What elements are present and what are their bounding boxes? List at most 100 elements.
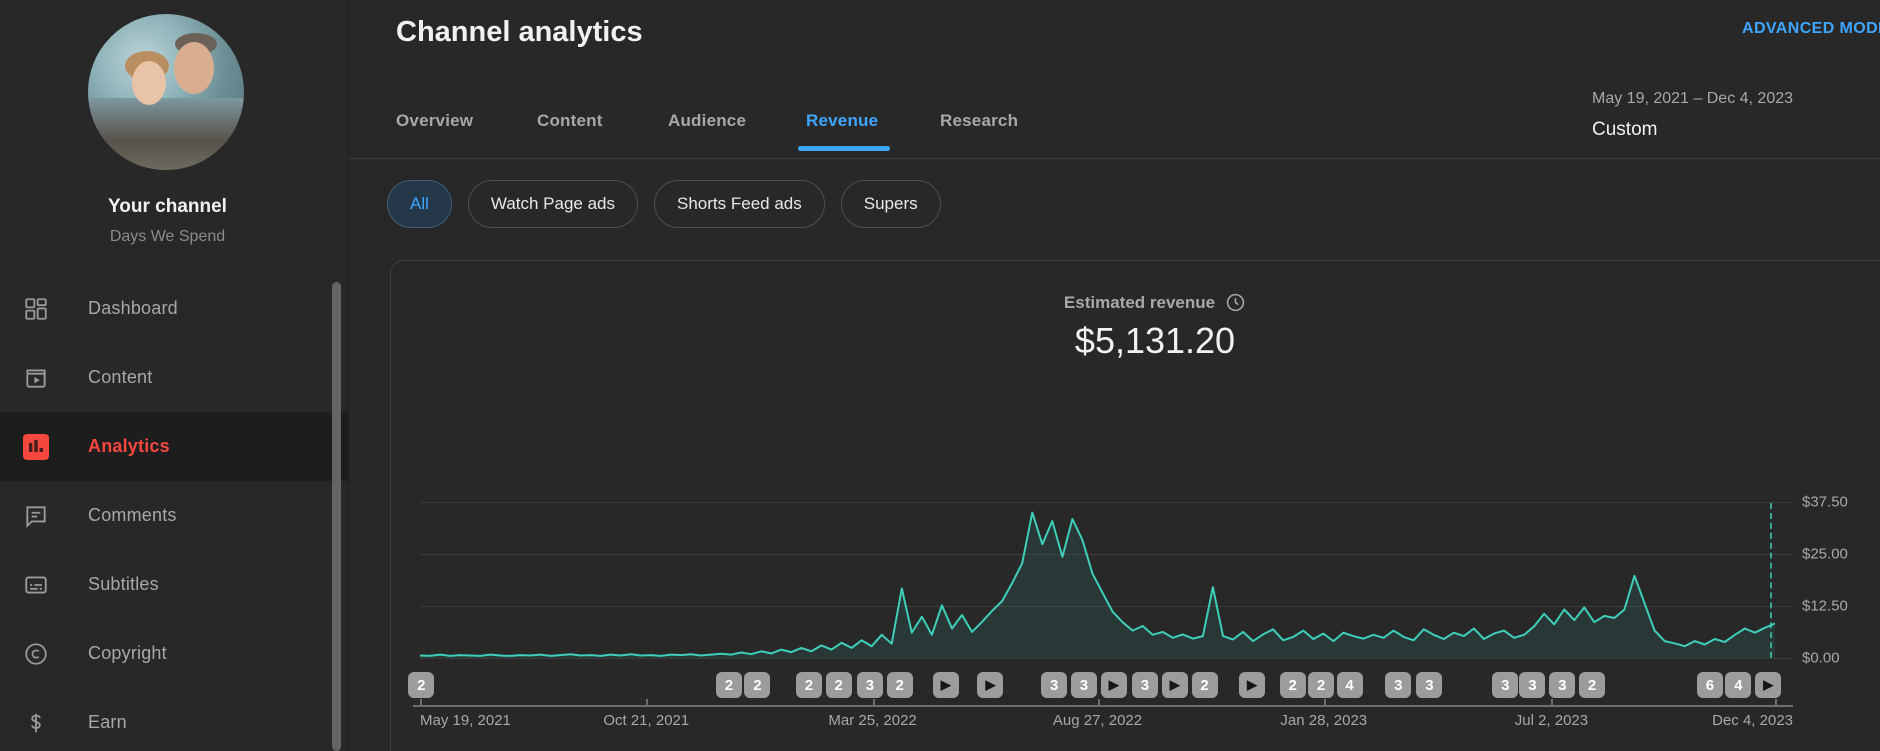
dashboard-icon bbox=[22, 295, 50, 323]
copyright-icon bbox=[22, 640, 50, 668]
video-marker-count-badge[interactable]: 4 bbox=[1336, 672, 1363, 698]
video-marker-count-badge[interactable]: 3 bbox=[1519, 672, 1546, 698]
y-axis-label: $0.00 bbox=[1802, 649, 1840, 667]
video-marker-count-badge[interactable]: 4 bbox=[1725, 672, 1752, 698]
video-marker-play-badge[interactable]: ▶ bbox=[1100, 672, 1127, 698]
video-marker-count-badge[interactable]: 2 bbox=[408, 672, 435, 698]
sidebar-item-copyright[interactable]: Copyright bbox=[0, 619, 348, 688]
sidebar-item-label: Dashboard bbox=[88, 298, 178, 318]
advanced-mode-button[interactable]: ADVANCED MODE bbox=[1742, 20, 1880, 37]
video-marker-count-badge[interactable]: 2 bbox=[1191, 672, 1218, 698]
sidebar-item-dashboard[interactable]: Dashboard bbox=[0, 274, 348, 343]
sidebar-divider bbox=[348, 0, 349, 751]
x-axis-label: Jan 28, 2023 bbox=[1280, 712, 1368, 729]
x-axis-tick bbox=[646, 699, 649, 705]
analytics-tabs: Overview Content Audience Revenue Research bbox=[0, 111, 1880, 151]
x-axis-label: Mar 25, 2022 bbox=[828, 712, 917, 729]
x-axis-tick bbox=[1323, 699, 1326, 705]
filter-chip-supers[interactable]: Supers bbox=[840, 180, 941, 228]
sidebar-item-label: Copyright bbox=[88, 643, 167, 663]
x-axis-label: Jul 2, 2023 bbox=[1514, 712, 1589, 729]
tab-research[interactable]: Research bbox=[940, 111, 1019, 130]
video-marker-play-badge[interactable]: ▶ bbox=[1755, 672, 1782, 698]
video-marker-count-badge[interactable]: 2 bbox=[744, 672, 771, 698]
video-marker-count-badge[interactable]: 2 bbox=[886, 672, 913, 698]
metric-label: Estimated revenue bbox=[1063, 292, 1216, 312]
filter-chip-watch-page-ads[interactable]: Watch Page ads bbox=[467, 180, 639, 228]
tab-revenue[interactable]: Revenue bbox=[806, 111, 879, 130]
page-title: Channel analytics bbox=[396, 16, 643, 48]
video-marker-count-badge[interactable]: 2 bbox=[715, 672, 742, 698]
video-marker-count-badge[interactable]: 2 bbox=[795, 672, 822, 698]
x-axis-label: Oct 21, 2021 bbox=[603, 712, 690, 729]
video-marker-count-badge[interactable]: 2 bbox=[1308, 672, 1335, 698]
video-marker-count-badge[interactable]: 3 bbox=[1416, 672, 1443, 698]
header-divider bbox=[349, 158, 1880, 159]
video-marker-count-badge[interactable]: 3 bbox=[856, 672, 883, 698]
x-axis-label: Aug 27, 2022 bbox=[1052, 712, 1143, 729]
video-marker-play-badge[interactable]: ▶ bbox=[977, 672, 1004, 698]
tab-content[interactable]: Content bbox=[537, 111, 603, 130]
channel-name: Days We Spend bbox=[109, 228, 226, 245]
clock-icon[interactable] bbox=[1225, 292, 1246, 313]
sidebar-item-comments[interactable]: Comments bbox=[0, 481, 348, 550]
chart-x-axis-line bbox=[413, 705, 1793, 707]
x-axis-label: May 19, 2021 bbox=[420, 712, 511, 729]
sidebar-item-label: Earn bbox=[88, 712, 127, 732]
sidebar-item-earn[interactable]: Earn bbox=[0, 688, 348, 751]
date-range-selector[interactable]: Custom bbox=[1592, 119, 1658, 140]
video-marker-count-badge[interactable]: 3 bbox=[1041, 672, 1068, 698]
video-marker-count-badge[interactable]: 2 bbox=[1579, 672, 1606, 698]
sidebar-item-label: Comments bbox=[88, 505, 177, 525]
x-axis-tick bbox=[1551, 699, 1554, 705]
gridline bbox=[420, 502, 1792, 503]
estimated-revenue-card bbox=[390, 260, 1880, 751]
sidebar-menu: Dashboard Content Analytics Comments Subtitl… bbox=[0, 274, 348, 751]
sidebar-item-analytics[interactable]: Analytics bbox=[0, 412, 348, 481]
chart-end-dashed-line bbox=[1770, 503, 1772, 658]
sidebar: Your channel Days We Spend Dashboard Cont… bbox=[0, 0, 348, 751]
gridline bbox=[420, 554, 1792, 555]
x-axis-tick bbox=[872, 699, 875, 705]
video-marker-count-badge[interactable]: 2 bbox=[825, 672, 852, 698]
x-axis-label: Dec 4, 2023 bbox=[1712, 712, 1793, 729]
sidebar-item-content[interactable]: Content bbox=[0, 343, 348, 412]
video-marker-count-badge[interactable]: 3 bbox=[1549, 672, 1576, 698]
metric-value: $5,131.20 bbox=[1074, 320, 1236, 361]
video-marker-count-badge[interactable]: 2 bbox=[1279, 672, 1306, 698]
channel-avatar[interactable] bbox=[88, 14, 244, 170]
sidebar-scrollbar[interactable] bbox=[332, 282, 341, 751]
x-axis-tick bbox=[1775, 699, 1777, 705]
y-axis-label: $37.50 bbox=[1802, 493, 1848, 511]
x-axis-tick bbox=[420, 699, 422, 705]
tab-audience[interactable]: Audience bbox=[668, 111, 747, 130]
active-tab-underline bbox=[798, 146, 890, 151]
video-marker-count-badge[interactable]: 3 bbox=[1070, 672, 1097, 698]
tab-overview[interactable]: Overview bbox=[396, 111, 474, 130]
x-axis-tick bbox=[1097, 699, 1100, 705]
sidebar-item-label: Subtitles bbox=[88, 574, 159, 594]
video-marker-play-badge[interactable]: ▶ bbox=[932, 672, 959, 698]
comments-icon bbox=[22, 502, 50, 530]
subtitles-icon bbox=[22, 571, 50, 599]
video-marker-play-badge[interactable]: ▶ bbox=[1161, 672, 1188, 698]
sidebar-item-subtitles[interactable]: Subtitles bbox=[0, 550, 348, 619]
revenue-line-chart[interactable] bbox=[420, 500, 1775, 658]
your-channel-label: Your channel bbox=[108, 196, 227, 217]
gridline bbox=[420, 606, 1792, 607]
filter-chip-all[interactable]: All bbox=[387, 180, 452, 228]
video-marker-count-badge[interactable]: 6 bbox=[1696, 672, 1723, 698]
content-icon bbox=[22, 364, 50, 392]
video-marker-count-badge[interactable]: 3 bbox=[1131, 672, 1158, 698]
video-marker-play-badge[interactable]: ▶ bbox=[1238, 672, 1265, 698]
video-marker-count-badge[interactable]: 3 bbox=[1492, 672, 1519, 698]
filter-chip-shorts-feed-ads[interactable]: Shorts Feed ads bbox=[654, 180, 825, 228]
earn-icon bbox=[22, 709, 50, 737]
avatar-photo-background bbox=[88, 98, 244, 170]
sidebar-item-label: Content bbox=[88, 367, 153, 387]
video-marker-count-badge[interactable]: 3 bbox=[1385, 672, 1412, 698]
y-axis-label: $25.00 bbox=[1802, 545, 1848, 563]
metric-header: Estimated revenue bbox=[390, 292, 1880, 313]
sidebar-item-label: Analytics bbox=[88, 436, 170, 456]
